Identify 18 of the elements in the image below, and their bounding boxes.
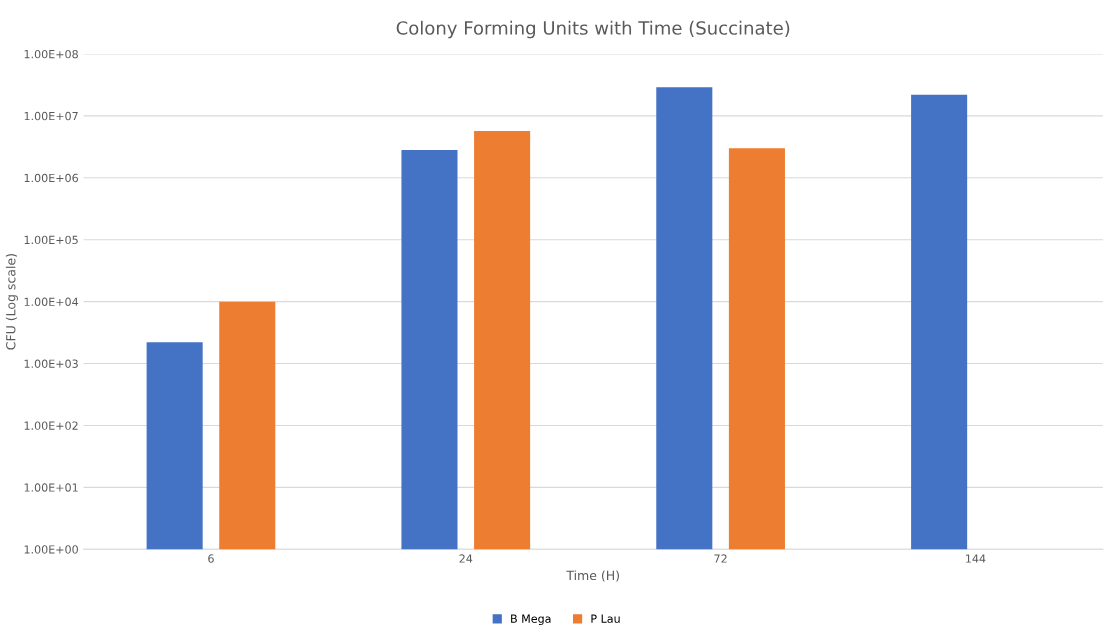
y-tick-label: 1.00E+03 xyxy=(24,359,78,368)
y-tick-label: 1.00E+06 xyxy=(24,173,78,183)
legend-label: B Mega xyxy=(511,614,551,625)
x-tick-label: 6 xyxy=(208,554,214,563)
x-tick-label: 72 xyxy=(714,554,727,563)
y-tick-label: 1.00E+05 xyxy=(24,235,78,245)
y-tick-label: 1.00E+02 xyxy=(24,421,78,430)
y-tick-label: 1.00E+01 xyxy=(24,483,78,492)
y-tick-label: 1.00E+00 xyxy=(24,545,78,554)
y-tick-label: 1.00E+04 xyxy=(24,297,79,306)
x-tick-label: 144 xyxy=(966,554,986,563)
y-tick-label: 1.00E+08 xyxy=(24,49,78,59)
y-tick-label: 1.00E+07 xyxy=(24,111,78,121)
y-axis-title: CFU (Log scale) xyxy=(5,254,18,350)
x-axis-title: Time (H) xyxy=(566,570,619,582)
legend-label: P Lau xyxy=(591,614,620,623)
chart-title: Colony Forming Units with Time (Succinate) xyxy=(396,20,790,39)
x-tick-label: 24 xyxy=(459,554,473,563)
